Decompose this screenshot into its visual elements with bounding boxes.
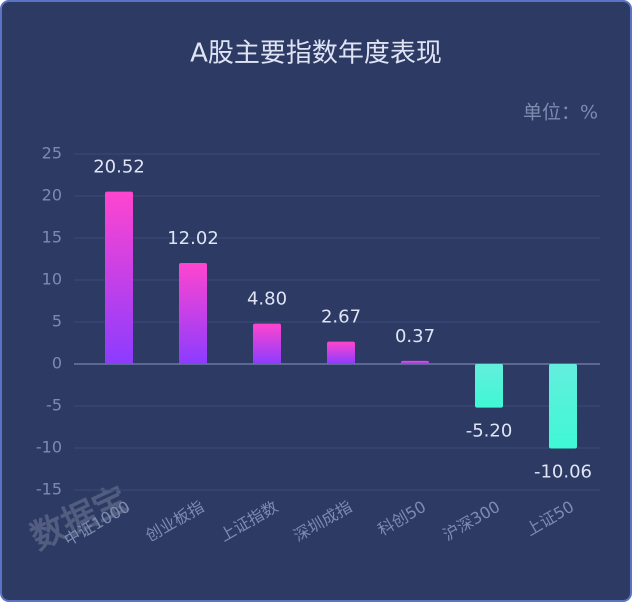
y-tick-label: 5 bbox=[52, 312, 62, 331]
value-label: 12.02 bbox=[167, 228, 219, 249]
value-label: 4.80 bbox=[247, 289, 287, 310]
value-label: -10.06 bbox=[534, 462, 592, 483]
y-tick-label: 10 bbox=[42, 270, 62, 289]
value-label: 2.67 bbox=[321, 307, 361, 328]
bar bbox=[475, 364, 503, 408]
y-tick-label: -15 bbox=[36, 480, 62, 499]
bar bbox=[105, 191, 133, 364]
bar bbox=[179, 263, 207, 364]
value-label: 20.52 bbox=[93, 157, 145, 178]
bar bbox=[549, 364, 577, 449]
unit-label: 单位：% bbox=[523, 102, 598, 124]
y-tick-label: 15 bbox=[42, 228, 62, 247]
y-tick-label: 0 bbox=[52, 354, 62, 373]
y-tick-label: 20 bbox=[42, 186, 62, 205]
chart-title: A股主要指数年度表现 bbox=[190, 39, 442, 69]
y-tick-label: 25 bbox=[42, 144, 62, 163]
bar bbox=[253, 323, 281, 364]
value-label: 0.37 bbox=[395, 326, 435, 347]
bar bbox=[327, 341, 355, 364]
y-tick-label: -5 bbox=[46, 396, 62, 415]
y-tick-label: -10 bbox=[36, 438, 62, 457]
value-label: -5.20 bbox=[466, 421, 513, 442]
bar bbox=[401, 360, 429, 364]
